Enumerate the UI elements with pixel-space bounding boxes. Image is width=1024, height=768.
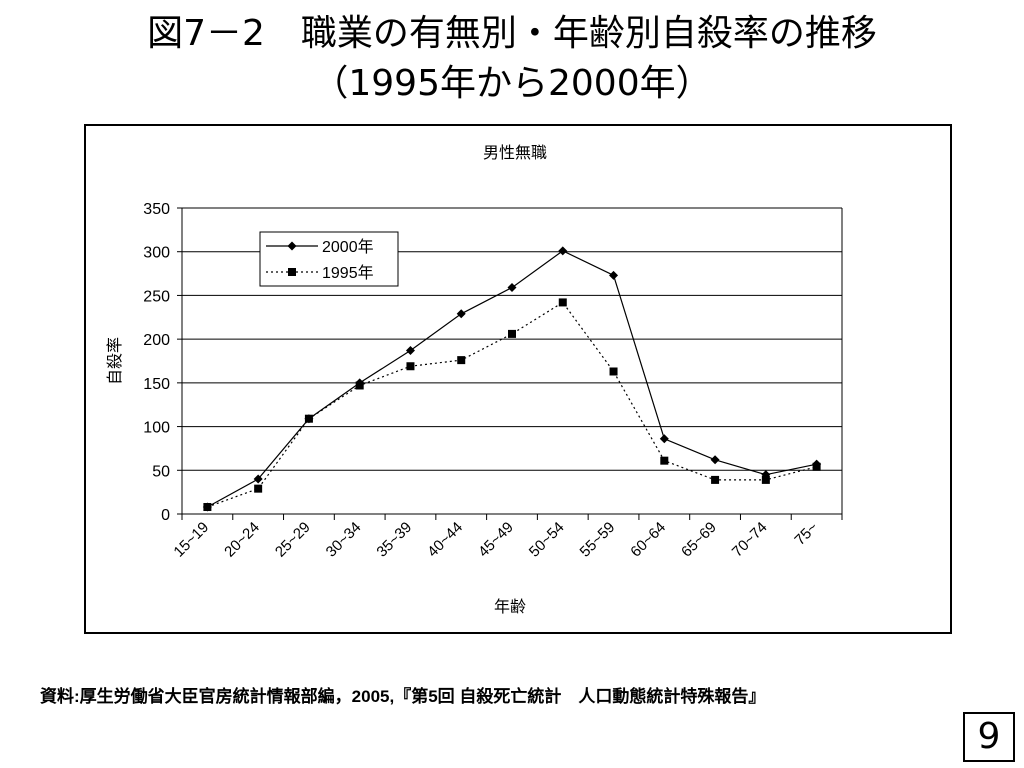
x-tick-label: 40~44: [424, 519, 466, 561]
data-point-marker: [761, 475, 770, 484]
y-tick-label: 250: [143, 288, 170, 305]
data-point-marker: [405, 346, 415, 356]
data-point-marker: [711, 475, 720, 484]
x-tick-label: 30~34: [323, 519, 365, 561]
data-point-marker: [609, 367, 618, 376]
y-tick-label: 300: [143, 245, 170, 262]
x-tick-label: 60~64: [627, 519, 669, 561]
x-axis-title: 年齢: [494, 598, 526, 616]
data-point-marker: [812, 462, 821, 471]
x-tick-label: 25~29: [272, 519, 314, 561]
data-point-marker: [710, 455, 720, 465]
data-point-marker: [287, 241, 297, 251]
chart-title: 男性無職: [483, 144, 547, 162]
legend-box: [259, 231, 399, 287]
y-tick-label: 50: [152, 463, 170, 480]
data-point-marker: [659, 434, 669, 444]
x-tick-label: 15~19: [170, 519, 212, 561]
slide-subtitle: （1995年から2000年）: [312, 63, 712, 104]
slide-title: 図7－2 職業の有無別・年齢別自殺率の推移: [147, 13, 877, 54]
y-tick-label: 350: [143, 201, 170, 218]
x-tick-label: 55~59: [577, 519, 619, 561]
x-tick-label: 45~49: [475, 519, 517, 561]
y-tick-label: 0: [161, 507, 170, 524]
x-tick-label: 75~: [791, 519, 821, 549]
data-point-marker: [558, 246, 568, 256]
y-tick-label: 200: [143, 332, 170, 349]
data-point-marker: [660, 456, 669, 465]
data-point-marker: [508, 329, 516, 338]
x-tick-label: 50~54: [526, 519, 568, 561]
data-point-marker: [304, 414, 313, 423]
data-point-marker: [253, 474, 263, 484]
data-point-marker: [203, 503, 212, 512]
source-note: 資料:厚生労働省大臣官房統計情報部編，2005,『第5回 自殺死亡統計 人口動態…: [40, 687, 766, 706]
data-point-marker: [558, 298, 567, 307]
legend-label: 1995年: [322, 264, 374, 282]
data-point-marker: [406, 362, 415, 371]
y-axis-title: 自殺率: [106, 337, 124, 385]
legend-label: 2000年: [322, 238, 374, 256]
data-point-marker: [355, 381, 364, 390]
data-point-marker: [457, 356, 466, 365]
x-tick-label: 70~74: [729, 519, 771, 561]
data-point-marker: [288, 268, 296, 276]
chart-frame: 男性無職 0 50 100 150 200 250 300 350 15~19 20~24 25~29…: [84, 124, 952, 634]
y-tick-label: 100: [143, 420, 170, 437]
y-tick-label: 150: [143, 376, 170, 393]
data-point-marker: [456, 309, 466, 319]
x-tick-label: 20~24: [221, 519, 263, 561]
line-chart: 男性無職 0 50 100 150 200 250 300 350 15~19 20~24 25~29…: [106, 144, 843, 616]
page-number: 9: [963, 712, 1015, 762]
x-tick-label: 65~69: [678, 519, 720, 561]
data-point-marker: [609, 270, 619, 280]
data-point-marker: [254, 484, 263, 493]
data-point-marker: [507, 283, 517, 293]
x-tick-label: 35~39: [373, 519, 415, 561]
